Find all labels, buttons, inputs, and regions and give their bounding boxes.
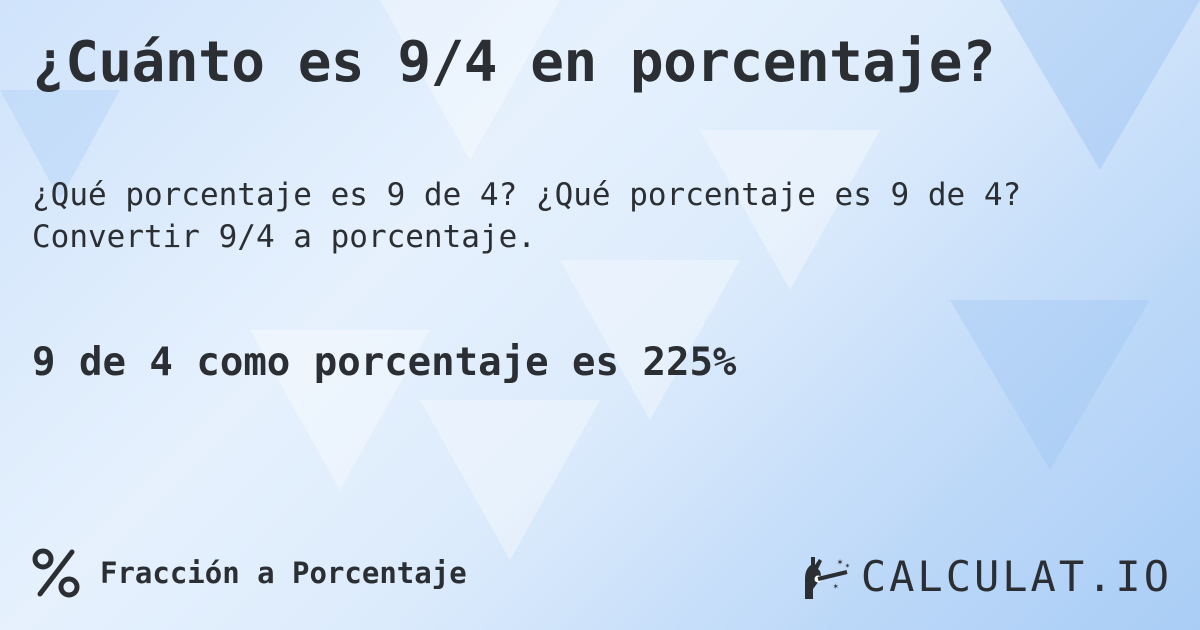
category-link[interactable]: Fracción a Porcentaje (32, 548, 467, 598)
subtitle-line-1: ¿Qué porcentaje es 9 de 4? ¿Qué porcenta… (32, 177, 1022, 213)
svg-text:✶: ✶ (845, 561, 850, 570)
subtitle-line-2: Convertir 9/4 a porcentaje. (32, 219, 536, 255)
page-title: ¿Cuánto es 9/4 en porcentaje? (32, 30, 996, 95)
logo-text: CALCULAT.IO (860, 552, 1172, 601)
result-text: 9 de 4 como porcentaje es 225% (32, 340, 737, 385)
svg-text:✶: ✶ (837, 557, 843, 568)
subtitle: ¿Qué porcentaje es 9 de 4? ¿Qué porcenta… (32, 174, 1021, 258)
calculat-io-logo[interactable]: ✶ ✶ ✶ CALCULAT.IO (801, 552, 1172, 601)
percent-icon (32, 548, 80, 598)
magic-hand-icon: ✶ ✶ ✶ (804, 556, 850, 599)
category-label: Fracción a Porcentaje (100, 556, 467, 590)
svg-text:✶: ✶ (833, 582, 839, 592)
